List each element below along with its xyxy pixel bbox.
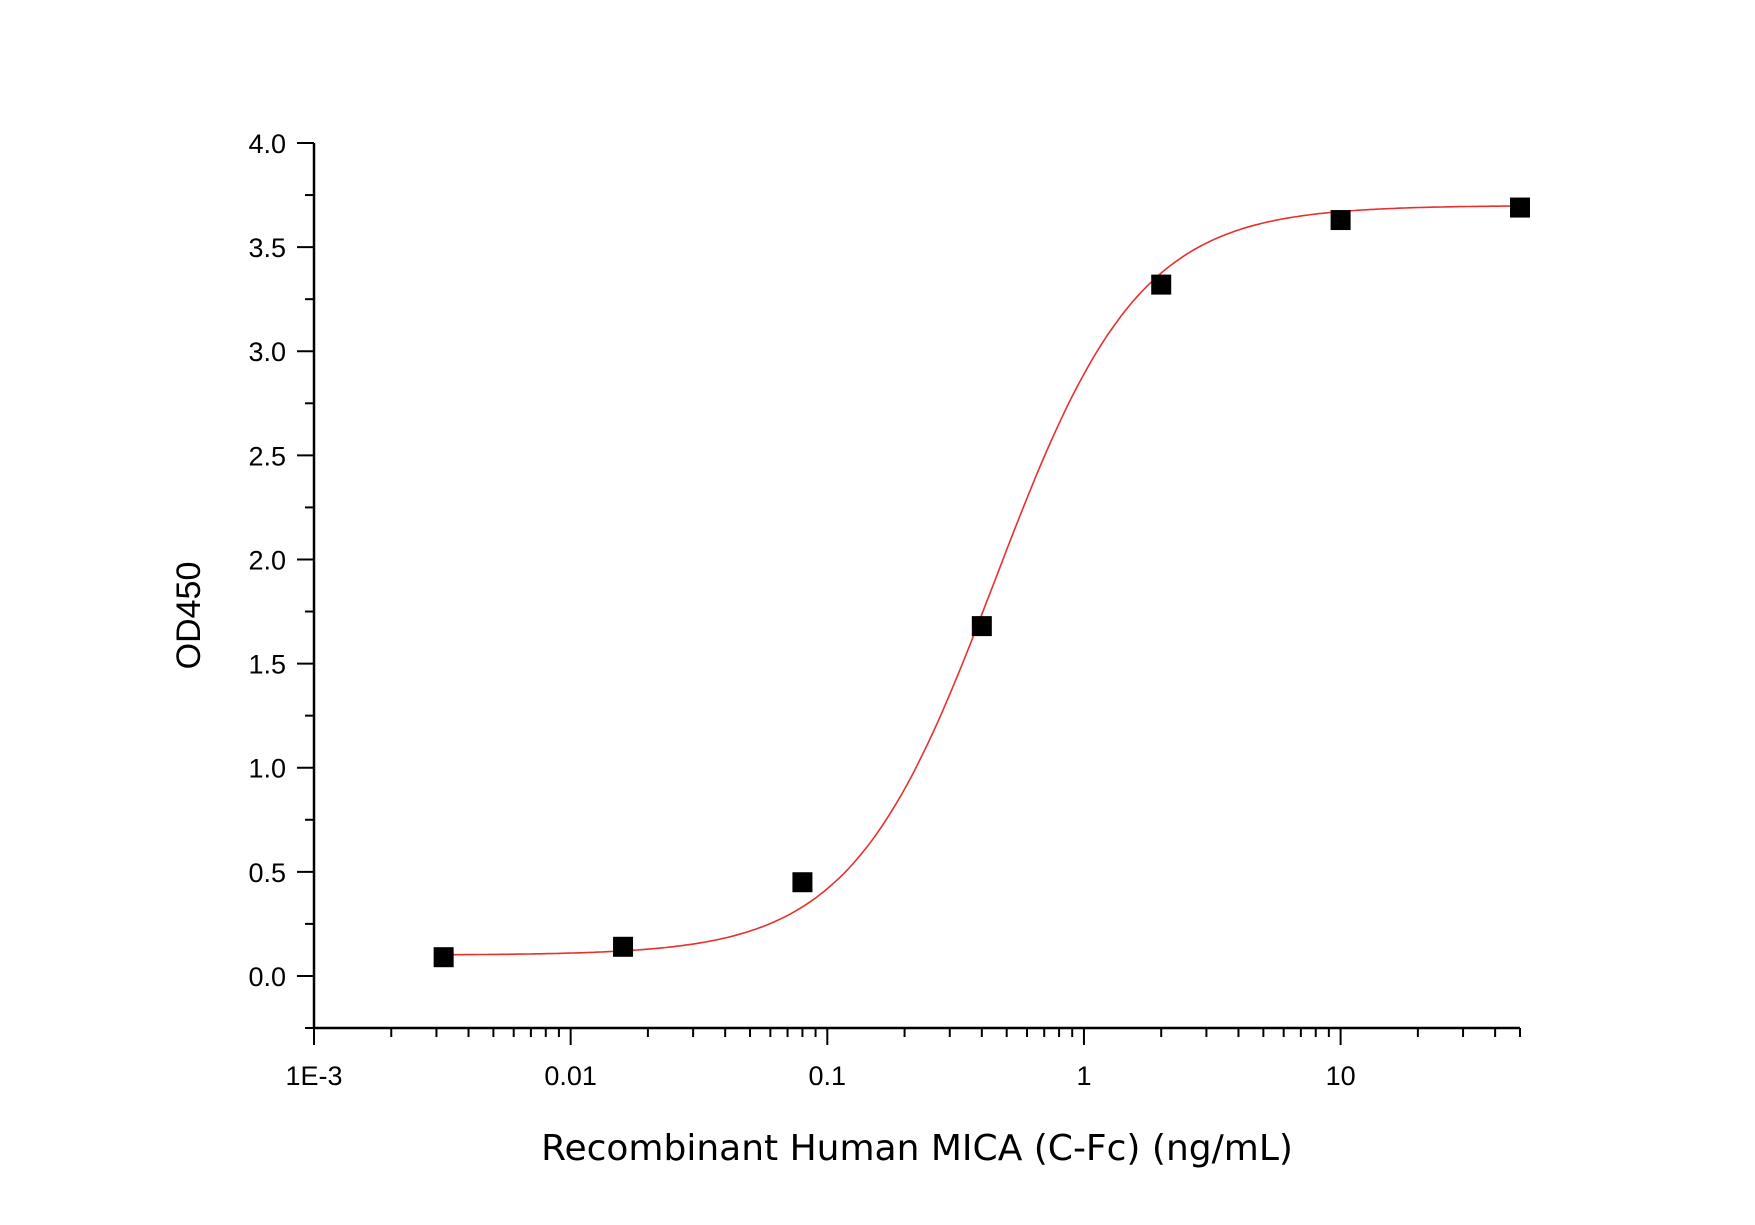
fit-curve-group (443, 205, 1520, 956)
fit-curve (443, 205, 1520, 956)
x-tick-label: 0.01 (544, 1061, 597, 1091)
y-tick-label: 4.0 (248, 129, 286, 159)
y-tick-label: 3.5 (248, 233, 286, 263)
data-point (1330, 210, 1351, 231)
data-point (1510, 197, 1530, 218)
x-axis-title: Recombinant Human MICA (C-Fc) (ng/mL) (541, 1128, 1293, 1169)
x-tick-label: 10 (1326, 1061, 1356, 1091)
x-tick-label: 0.1 (809, 1061, 847, 1091)
data-point (971, 616, 992, 637)
y-ticks: 0.0 0.5 1.0 1.5 2.0 2.5 3.0 3.5 4.0 (248, 129, 314, 1029)
y-tick-label: 1.5 (248, 650, 286, 680)
y-tick-label: 2.0 (248, 545, 286, 575)
x-tick-label: 1 (1076, 1061, 1091, 1091)
y-tick-label: 2.5 (248, 441, 286, 471)
x-ticks: 1E-3 0.01 0.1 1 10 (285, 1028, 1521, 1091)
y-tick-label: 1.0 (248, 754, 286, 784)
data-point (613, 936, 634, 957)
data-point (433, 947, 454, 968)
data-points (433, 197, 1530, 968)
x-tick-label: 1E-3 (285, 1061, 342, 1091)
data-point (792, 872, 813, 893)
y-tick-label: 0.0 (248, 962, 286, 992)
axes (312, 143, 1520, 1030)
y-tick-label: 0.5 (248, 858, 286, 888)
data-point (1151, 274, 1172, 295)
y-tick-label: 3.0 (248, 337, 286, 367)
y-axis-title: OD450 (170, 562, 208, 670)
